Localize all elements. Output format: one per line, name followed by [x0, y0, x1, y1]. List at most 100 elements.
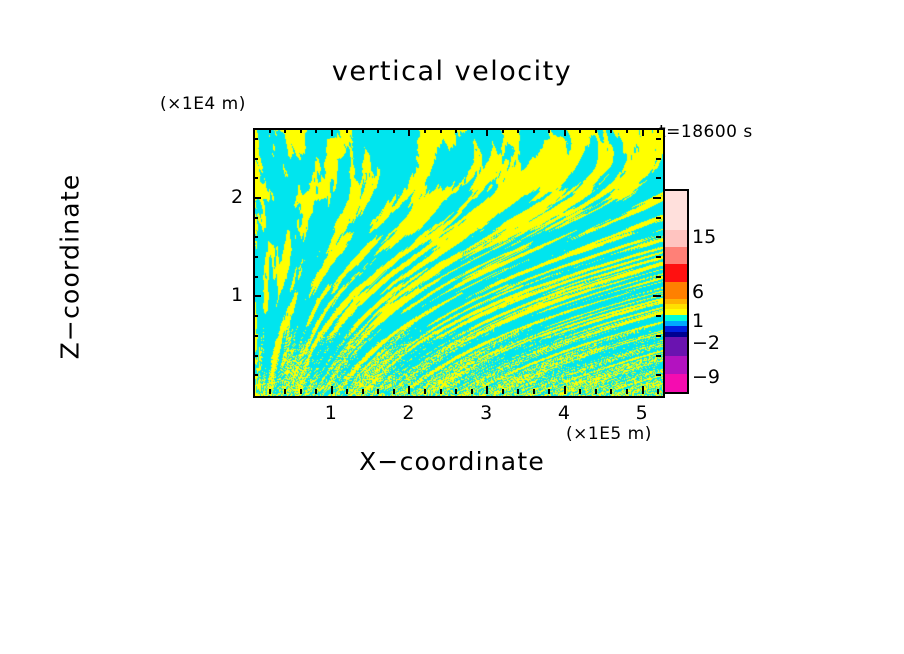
colorbar-band-5: [665, 298, 687, 304]
y-minor-tick: [253, 276, 258, 278]
x-minor-tick-top: [579, 128, 581, 133]
colorbar-band-4: [665, 281, 687, 299]
x-minor-tick: [471, 389, 473, 394]
y-axis-title: Z−coordinate: [55, 173, 85, 360]
y-minor-tick: [253, 374, 258, 376]
x-minor-tick-top: [626, 128, 628, 133]
y-minor-tick-right: [656, 335, 661, 337]
time-annotation: t=18600 s: [659, 122, 753, 142]
colorbar-band-2: [665, 246, 687, 264]
y-minor-tick: [253, 335, 258, 337]
colorbar-tick-label: 6: [692, 281, 705, 303]
x-minor-tick-top: [502, 128, 504, 133]
y-minor-tick: [253, 315, 258, 317]
x-minor-tick: [533, 389, 535, 394]
y-major-tick-right: [653, 197, 661, 199]
colorbar-band-13: [665, 355, 687, 374]
x-minor-tick: [440, 389, 442, 394]
x-minor-tick: [657, 389, 659, 394]
y-minor-tick-right: [656, 217, 661, 219]
colorbar-band-8: [665, 315, 687, 321]
x-minor-tick: [548, 389, 550, 394]
x-minor-tick: [346, 389, 348, 394]
x-minor-tick-top: [548, 128, 550, 133]
x-tick-label: 2: [402, 402, 415, 424]
y-minor-tick: [253, 217, 258, 219]
x-minor-tick-top: [284, 128, 286, 133]
x-minor-tick-top: [440, 128, 442, 133]
x-minor-tick: [377, 389, 379, 394]
y-minor-tick-right: [656, 236, 661, 238]
x-minor-tick-top: [424, 128, 426, 133]
y-major-tick: [253, 197, 261, 199]
x-minor-tick-top: [346, 128, 348, 133]
y-tick-label: 1: [231, 284, 244, 307]
x-axis-units-label: (×1E5 m): [566, 424, 652, 444]
x-minor-tick-top: [610, 128, 612, 133]
colorbar-band-1: [665, 229, 687, 247]
x-major-tick: [564, 386, 566, 394]
y-minor-tick-right: [656, 138, 661, 140]
x-major-tick-top: [408, 128, 410, 136]
page-title: vertical velocity: [331, 56, 573, 87]
y-minor-tick: [253, 256, 258, 258]
x-minor-tick: [595, 389, 597, 394]
colorbar-band-11: [665, 332, 687, 338]
x-major-tick-top: [642, 128, 644, 136]
y-minor-tick: [253, 355, 258, 357]
y-minor-tick-right: [656, 315, 661, 317]
y-major-tick: [253, 295, 261, 297]
x-major-tick-top: [486, 128, 488, 136]
x-minor-tick-top: [595, 128, 597, 133]
y-minor-tick-right: [656, 158, 661, 160]
x-minor-tick: [362, 389, 364, 394]
x-tick-label: 4: [557, 402, 570, 424]
colorbar-band-9: [665, 320, 687, 326]
colorbar: [663, 189, 689, 394]
x-minor-tick-top: [471, 128, 473, 133]
heatmap-plot-area: [253, 128, 665, 398]
y-minor-tick-right: [656, 355, 661, 357]
x-tick-label: 1: [324, 402, 337, 424]
y-axis-units-label: (×1E4 m): [160, 94, 246, 114]
colorbar-band-14: [665, 373, 687, 392]
x-minor-tick-top: [269, 128, 271, 133]
colorbar-tick-label: −9: [692, 366, 721, 388]
colorbar-band-7: [665, 308, 687, 316]
x-minor-tick-top: [377, 128, 379, 133]
colorbar-tick-label: −2: [692, 332, 721, 354]
y-tick-label: 2: [231, 185, 244, 208]
y-minor-tick-right: [656, 256, 661, 258]
x-major-tick-top: [331, 128, 333, 136]
colorbar-band-12: [665, 337, 687, 356]
x-minor-tick-top: [517, 128, 519, 133]
velocity-field-canvas: [255, 130, 663, 396]
x-minor-tick: [424, 389, 426, 394]
y-minor-tick: [253, 177, 258, 179]
x-minor-tick: [610, 389, 612, 394]
x-tick-label: 5: [635, 402, 648, 424]
x-minor-tick: [626, 389, 628, 394]
x-minor-tick-top: [315, 128, 317, 133]
colorbar-band-0: [665, 191, 687, 230]
colorbar-tick-label: 1: [692, 310, 705, 332]
y-minor-tick: [253, 236, 258, 238]
x-minor-tick: [300, 389, 302, 394]
x-major-tick: [408, 386, 410, 394]
x-major-tick: [642, 386, 644, 394]
y-major-tick-right: [653, 295, 661, 297]
x-minor-tick: [269, 389, 271, 394]
x-minor-tick-top: [393, 128, 395, 133]
x-minor-tick: [455, 389, 457, 394]
x-axis-title: X−coordinate: [359, 447, 545, 476]
x-minor-tick-top: [533, 128, 535, 133]
x-minor-tick-top: [657, 128, 659, 133]
x-minor-tick: [315, 389, 317, 394]
x-tick-label: 3: [480, 402, 493, 424]
x-minor-tick: [502, 389, 504, 394]
colorbar-band-10: [665, 325, 687, 333]
y-minor-tick-right: [656, 374, 661, 376]
x-major-tick: [331, 386, 333, 394]
y-minor-tick: [253, 138, 258, 140]
x-minor-tick-top: [362, 128, 364, 133]
